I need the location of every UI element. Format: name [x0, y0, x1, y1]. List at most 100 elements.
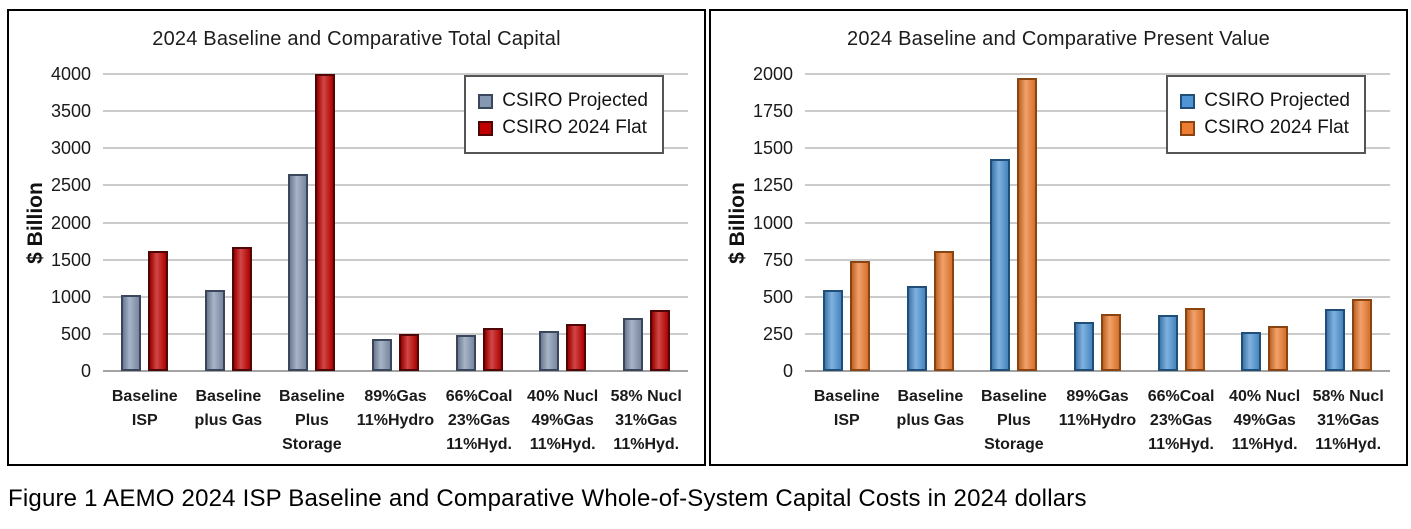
y-tick-label: 1500	[50, 249, 91, 270]
bar-csiro-2024-flat	[1351, 298, 1372, 371]
bar-csiro-projected	[1074, 322, 1094, 371]
x-category-label: Baseline Plus Storage	[279, 388, 345, 453]
x-category-label: Baseline plus Gas	[896, 388, 965, 429]
bar-csiro-projected	[121, 295, 142, 371]
bar-csiro-2024-flat	[1101, 313, 1121, 371]
x-category-label: 66%Coal 23%Gas 11%Hyd.	[1147, 388, 1215, 453]
gridline	[805, 258, 1390, 261]
y-tick-label: 2000	[752, 64, 793, 84]
y-tick-label: 1000	[50, 286, 91, 307]
x-category-label: 40% Nucl 49%Gas 11%Hyd.	[1229, 388, 1301, 453]
y-tick-label: 2000	[50, 212, 91, 233]
legend-swatch-icon	[1180, 93, 1196, 109]
legend-item: CSIRO Projected	[478, 90, 648, 112]
bar-csiro-projected	[372, 339, 392, 371]
bar-csiro-projected	[622, 318, 643, 371]
bar-csiro-projected	[1241, 331, 1262, 371]
x-category-label: Baseline Plus Storage	[981, 388, 1047, 453]
gridline	[103, 147, 688, 150]
bar-csiro-projected	[823, 290, 844, 371]
legend-label: CSIRO 2024 Flat	[1204, 117, 1349, 138]
x-axis-labels: Baseline ISP Baseline plus Gas Baseline Pl…	[103, 385, 688, 463]
x-category-label: 58% Nucl 31%Gas 11%Hyd.	[1312, 388, 1384, 453]
y-tick-label: 0	[80, 361, 91, 381]
bar-csiro-2024-flat	[566, 324, 587, 371]
bar-csiro-2024-flat	[933, 251, 954, 371]
bar-csiro-2024-flat	[315, 74, 336, 371]
bar-csiro-projected	[288, 173, 309, 371]
gridline	[805, 110, 1390, 113]
legend-swatch-icon	[478, 120, 494, 136]
bar-csiro-projected	[1324, 308, 1345, 371]
bar-csiro-2024-flat	[482, 328, 503, 371]
chart-panel-total-capital: 2024 Baseline and Comparative Total Capi…	[7, 9, 706, 466]
y-tick-label: 4000	[50, 64, 91, 84]
gridline	[103, 184, 688, 187]
y-tick-label: 500	[762, 286, 793, 307]
plot-area	[103, 73, 688, 372]
gridline	[805, 370, 1390, 372]
legend-label: CSIRO Projected	[502, 90, 648, 111]
y-tick-label: 250	[762, 323, 793, 344]
gridline	[103, 332, 688, 335]
gridline	[103, 73, 688, 75]
y-tick-label: 2500	[50, 175, 91, 196]
bar-csiro-projected	[990, 159, 1011, 371]
x-category-label: Baseline ISP	[813, 388, 880, 429]
legend-item: CSIRO 2024 Flat	[1180, 117, 1350, 139]
figure-caption: Figure 1 AEMO 2024 ISP Baseline and Comp…	[8, 485, 1087, 512]
x-category-label: Baseline plus Gas	[194, 388, 263, 429]
gridline	[103, 370, 688, 372]
gridline	[805, 184, 1390, 187]
y-tick-label: 1250	[752, 175, 793, 196]
y-tick-label: 1750	[752, 101, 793, 122]
legend: CSIRO Projected CSIRO 2024 Flat	[464, 75, 664, 154]
legend-item: CSIRO Projected	[1180, 90, 1350, 112]
gridline	[805, 295, 1390, 298]
bar-csiro-2024-flat	[1268, 325, 1289, 371]
y-tick-label: 0	[782, 361, 793, 381]
gridline	[805, 73, 1390, 75]
bar-csiro-projected	[204, 290, 225, 371]
y-tick-label: 3000	[50, 138, 91, 159]
legend-label: CSIRO Projected	[1204, 90, 1350, 111]
gridline	[103, 221, 688, 224]
bar-csiro-2024-flat	[231, 247, 252, 371]
x-category-label: 58% Nucl 31%Gas 11%Hyd.	[610, 388, 682, 453]
gridline	[805, 332, 1390, 335]
y-tick-label: 750	[762, 249, 793, 270]
gridline	[103, 295, 688, 298]
legend-item: CSIRO 2024 Flat	[478, 117, 648, 139]
y-tick-label: 3500	[50, 101, 91, 122]
y-tick-label: 500	[60, 323, 91, 344]
x-category-label: 66%Coal 23%Gas 11%Hyd.	[445, 388, 513, 453]
x-category-label: 89%Gas 11%Hydro	[1058, 388, 1137, 429]
legend-swatch-icon	[1180, 120, 1196, 136]
legend-swatch-icon	[478, 93, 494, 109]
chart-title: 2024 Baseline and Comparative Total Capi…	[152, 28, 561, 50]
y-tick-label: 1000	[752, 212, 793, 233]
bar-csiro-projected	[539, 330, 560, 371]
y-tick-label: 1500	[752, 138, 793, 159]
legend: CSIRO Projected CSIRO 2024 Flat	[1166, 75, 1366, 154]
bar-csiro-projected	[1157, 315, 1178, 371]
plot-area	[805, 73, 1390, 372]
bar-csiro-projected	[455, 335, 476, 371]
x-axis-labels: Baseline ISP Baseline plus Gas Baseline Pl…	[805, 385, 1390, 463]
chart-panel-present-value: 2024 Baseline and Comparative Present Va…	[709, 9, 1408, 466]
y-axis-ticks: 0 250 500 750 1000 1250 1500 1750 2000	[717, 11, 793, 464]
gridline	[805, 147, 1390, 150]
y-axis-ticks: 0 500 1000 1500 2000 2500 3000 3500 4000	[15, 11, 91, 464]
gridline	[805, 221, 1390, 224]
gridline	[103, 110, 688, 113]
chart-title: 2024 Baseline and Comparative Present Va…	[847, 28, 1270, 50]
gridline	[103, 258, 688, 261]
bar-csiro-projected	[906, 285, 927, 371]
bar-csiro-2024-flat	[148, 251, 169, 371]
bar-csiro-2024-flat	[850, 261, 871, 371]
x-category-label: 40% Nucl 49%Gas 11%Hyd.	[527, 388, 599, 453]
bar-csiro-2024-flat	[1184, 307, 1205, 371]
x-category-label: 89%Gas 11%Hydro	[356, 388, 435, 429]
bar-csiro-2024-flat	[1017, 77, 1038, 371]
bar-csiro-2024-flat	[399, 333, 419, 371]
